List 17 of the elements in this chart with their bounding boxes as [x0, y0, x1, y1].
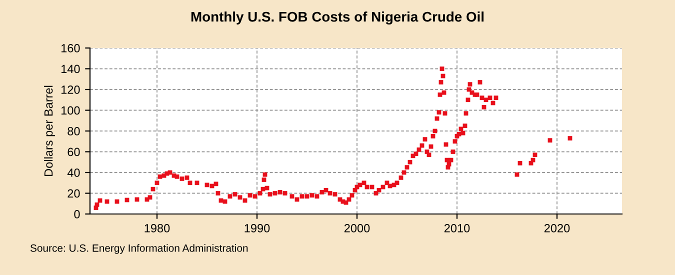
chart-title: Monthly U.S. FOB Costs of Nigeria Crude Oil [191, 11, 484, 25]
source-note: Source: U.S. Energy Information Administration [30, 244, 248, 254]
x-tick-label: 2010 [444, 224, 470, 232]
y-tick-label: 0 [74, 210, 80, 218]
y-axis-title: Dollars per Barrel [44, 86, 56, 176]
y-tick-label: 80 [68, 127, 80, 136]
y-tick-label: 100 [61, 106, 80, 115]
x-tick-label: 1990 [244, 224, 270, 232]
y-tick-label: 60 [68, 148, 80, 156]
y-tick-label: 140 [61, 64, 80, 74]
y-tick-label: 40 [67, 168, 80, 177]
x-tick-label: 2020 [544, 224, 570, 232]
x-tick-label: 1980 [144, 224, 170, 232]
y-tick-label: 120 [61, 86, 80, 94]
y-tick-label: 20 [68, 189, 80, 198]
x-tick-label: 2000 [344, 224, 370, 232]
y-tick-label: 160 [61, 44, 80, 52]
